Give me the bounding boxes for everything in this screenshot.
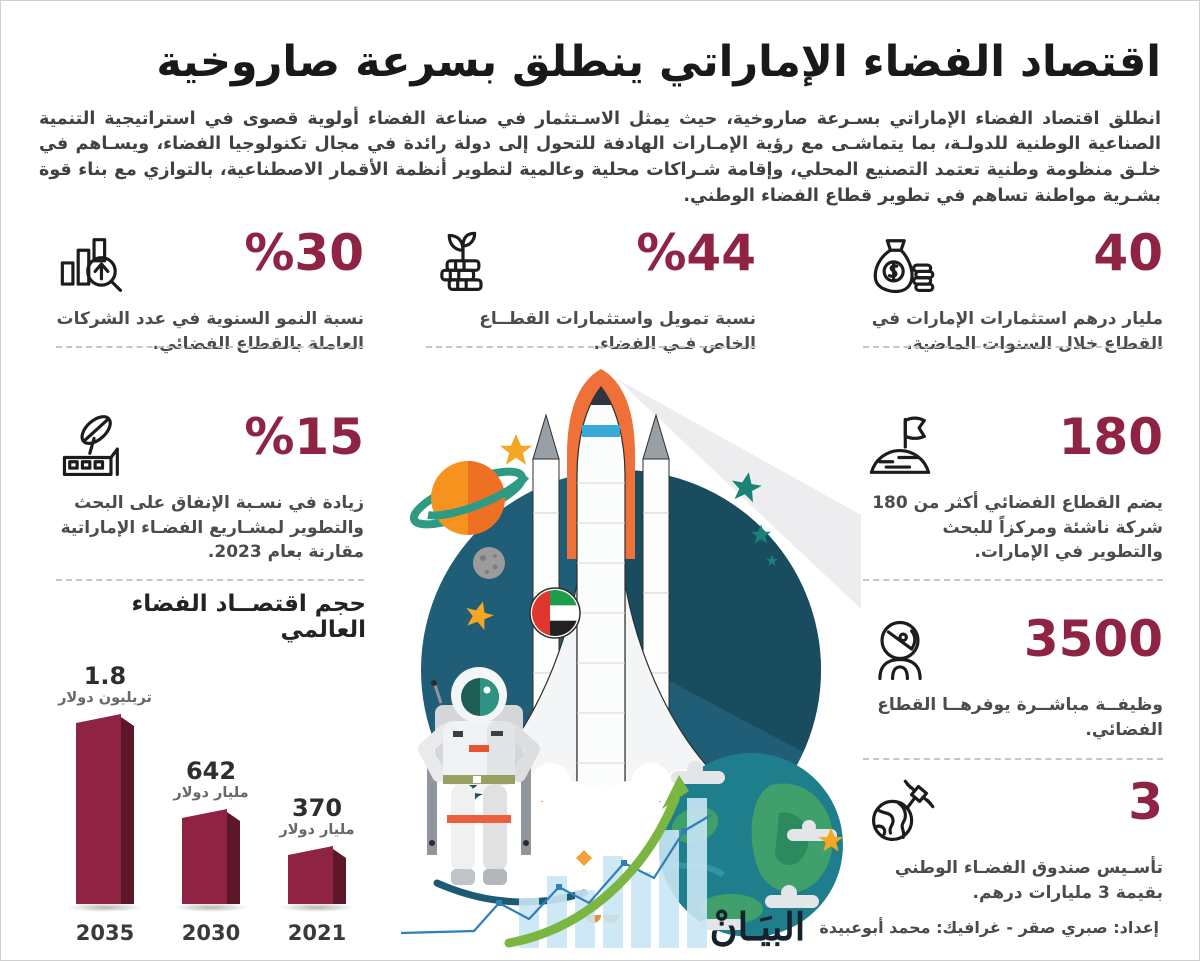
astronaut-helmet-icon: [863, 613, 937, 687]
astronaut: [418, 667, 540, 885]
bar-year-label: 2030: [181, 921, 241, 945]
star: [751, 524, 771, 544]
chart-bar-2021: 370 مليار دولار 2021: [268, 795, 366, 945]
bar-unit-label: تريليون دولار: [58, 689, 152, 706]
stat-rnd-spending: %15 زيادة في نسـبة الإنفاق على البحث وال…: [56, 411, 364, 565]
bar: [288, 846, 346, 904]
swoosh: [433, 879, 588, 906]
footer: إعداد: صبري صقر - غرافيك: محمد أبوعبيدة …: [710, 908, 1159, 946]
flag-on-planet-icon: [863, 411, 937, 485]
stat-private-funding: %44 نسبة تمويل واستثمارات القطــاع الخاص…: [426, 227, 756, 356]
stat-space-fund: 3 تأسـيس صندوق الفضـاء الوطني بقيمة 3 مل…: [863, 776, 1163, 905]
bar-shadow: [67, 903, 143, 912]
stat-description: تأسـيس صندوق الفضـاء الوطني بقيمة 3 مليا…: [894, 858, 1163, 903]
space-illustration: [379, 363, 861, 957]
money-bag-icon: [863, 227, 937, 301]
bar: [182, 809, 240, 904]
star: [728, 469, 764, 504]
bar-shadow: [173, 903, 249, 912]
bar-shadow: [279, 903, 355, 912]
stat-value: %30: [244, 224, 364, 282]
space-circle: [421, 470, 821, 870]
stat-annual-growth: %30 نسبة النمو السنوية في عدد الشركات ال…: [56, 227, 364, 356]
albayan-logo: البيَـانْ: [709, 904, 806, 949]
stat-uae-investment: 40 مليار درهم استثمارات الإمارات في القط…: [863, 227, 1163, 356]
credit-line: إعداد: صبري صقر - غرافيك: محمد أبوعبيدة: [819, 917, 1159, 937]
bar-year-label: 2021: [287, 921, 347, 945]
stat-value: %44: [636, 224, 756, 282]
moon: [473, 547, 505, 579]
dashed-divider: [863, 579, 1163, 581]
dashed-divider: [863, 758, 1163, 760]
global-space-economy-chart: حجم اقتصــاد الفضاء العالمي 1.8 تريليون …: [56, 591, 367, 945]
dashed-divider: [863, 346, 1163, 348]
bar-year-label: 2035: [75, 921, 135, 945]
sprout-coins-icon: [426, 227, 500, 301]
smoke-clouds: [469, 763, 733, 889]
circle-shadow-wedge: [608, 470, 821, 783]
bar-unit-label: مليار دولار: [279, 821, 355, 838]
earth-satellite-icon: [863, 776, 937, 850]
stat-value: 3500: [1023, 610, 1163, 668]
stat-description: وظيفــة مباشــرة يوفرهــا القطاع الفضائي…: [877, 695, 1163, 740]
saturn-planet: [409, 461, 530, 535]
stat-value: 180: [1058, 408, 1163, 466]
bar-value-label: 642: [185, 757, 237, 786]
light-beam: [617, 379, 861, 609]
star: [766, 555, 778, 566]
bar-value-label: 370: [291, 794, 343, 823]
bar-value-label: 1.8: [83, 662, 127, 691]
star: [499, 434, 533, 465]
page-title: اقتصاد الفضاء الإماراتي ينطلق بسرعة صارو…: [156, 36, 1161, 87]
stat-description: زيادة في نسـبة الإنفاق على البحث والتطوي…: [60, 493, 364, 563]
growth-bars: [519, 798, 707, 948]
stat-description: يضم القطاع الفضائي أكثر من 180 شركة ناشئ…: [872, 493, 1163, 563]
dashed-divider: [426, 346, 756, 348]
uae-flag-roundel: [529, 587, 581, 639]
satellite-dish-icon: [56, 411, 130, 485]
bar: [76, 714, 134, 904]
bar-chart-magnifier-icon: [56, 227, 130, 301]
trend-line: [400, 814, 712, 935]
stat-direct-jobs: 3500 وظيفــة مباشــرة يوفرهــا القطاع ال…: [863, 613, 1163, 742]
stat-value: %15: [244, 408, 364, 466]
chart-bar-2030: 642 مليار دولار 2030: [162, 758, 260, 945]
dashed-divider: [56, 346, 364, 348]
star: [462, 597, 497, 632]
stat-description: نسبة النمو السنوية في عدد الشركات العامل…: [56, 309, 364, 354]
bar-unit-label: مليار دولار: [173, 784, 249, 801]
stat-startups-count: 180 يضم القطاع الفضائي أكثر من 180 شركة …: [863, 411, 1163, 565]
orange-diamond: [576, 850, 592, 866]
intro-paragraph: انطلق اقتصاد الفضاء الإماراتي بسـرعة صار…: [39, 108, 1161, 207]
chart-title: حجم اقتصــاد الفضاء العالمي: [131, 591, 367, 643]
chart-bar-2035: 1.8 تريليون دولار 2035: [56, 663, 154, 945]
stat-value: 3: [1128, 773, 1163, 831]
space-shuttle: [465, 369, 737, 953]
stat-description: مليار درهم استثمارات الإمارات في القطاع …: [871, 309, 1163, 354]
stat-description: نسبة تمويل واستثمارات القطــاع الخاص فـي…: [479, 309, 756, 354]
star: [818, 828, 844, 852]
stat-value: 40: [1093, 224, 1163, 282]
rocket-flames: [530, 761, 672, 953]
dashed-divider: [56, 579, 364, 581]
growth-arrow: [504, 775, 689, 948]
